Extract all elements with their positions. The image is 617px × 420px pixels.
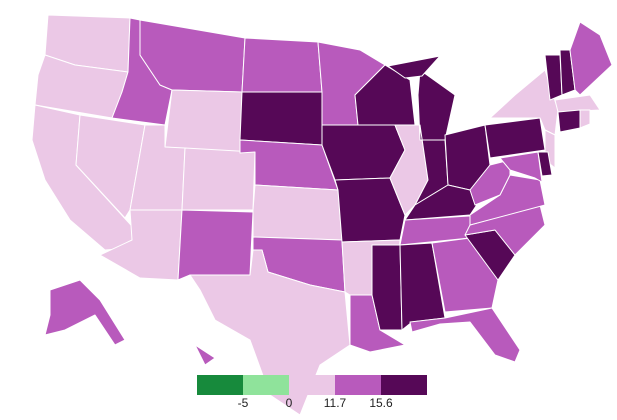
state [499, 151, 543, 183]
state [387, 55, 441, 79]
legend-label: 11.7 [324, 396, 347, 410]
state [469, 159, 511, 206]
legend-swatch [335, 375, 381, 395]
state [554, 94, 601, 113]
state [579, 109, 591, 129]
legend-swatch [243, 375, 289, 395]
legend-swatch [381, 375, 427, 395]
state [371, 244, 403, 331]
legend-swatch [197, 375, 243, 395]
state [417, 69, 456, 141]
state [181, 147, 256, 211]
state [194, 344, 216, 366]
legend-label: 0 [286, 396, 293, 410]
state [189, 249, 351, 416]
state [557, 109, 581, 133]
state [489, 69, 559, 136]
state [569, 21, 613, 96]
state [75, 114, 146, 219]
state [44, 279, 126, 346]
state [177, 209, 254, 281]
state [164, 89, 243, 154]
us-map [31, 14, 613, 416]
state [537, 151, 553, 177]
state [321, 124, 406, 181]
legend-label: 15.6 [369, 396, 393, 410]
legend-label: -5 [238, 396, 249, 410]
state [409, 307, 521, 363]
state [252, 184, 343, 241]
state [239, 91, 323, 146]
legend-swatch [289, 375, 335, 395]
legend: -5 0 11.7 15.6 [197, 375, 427, 410]
state [241, 37, 323, 93]
